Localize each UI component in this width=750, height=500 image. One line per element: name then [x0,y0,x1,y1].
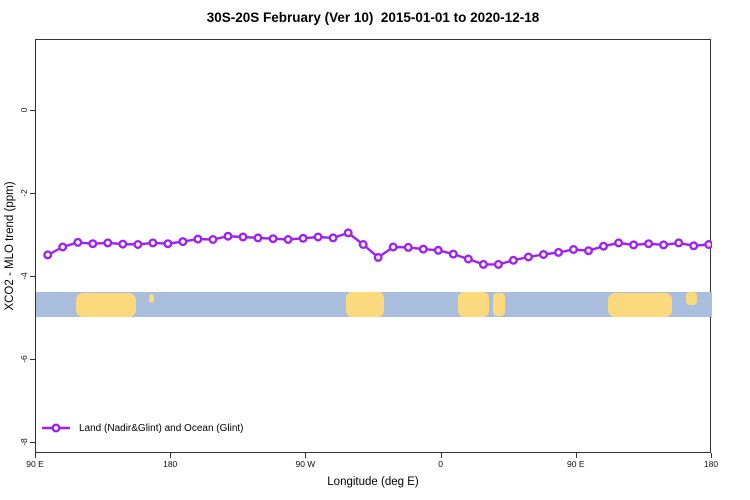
data-point [268,234,278,244]
data-point [73,237,83,247]
legend-line-marker-icon [42,423,70,433]
y-tick-label: -4 [19,272,29,280]
data-point [163,239,173,249]
x-tick-label: 180 [163,459,178,469]
data-point [554,247,564,257]
data-point [493,259,503,269]
chart-canvas [43,228,712,269]
data-point [43,250,53,260]
data-point [644,239,654,249]
x-tick-label: 90 E [26,459,44,469]
x-tick-label: 180 [703,459,719,469]
data-point [689,241,699,251]
data-point [343,228,353,238]
data-point [328,233,338,243]
y-tick-label: -6 [19,355,29,363]
data-point [103,238,113,248]
data-point [283,234,293,244]
data-point [118,239,128,249]
data-point [629,240,639,250]
map-band-land-australia-2 [608,292,673,317]
y-tick-mark [30,358,35,360]
data-point [208,234,218,244]
data-point [508,255,518,265]
x-tick-label: 0 [438,459,443,469]
data-point [448,249,458,259]
data-point [463,254,473,264]
data-point [433,245,443,255]
data-point [418,244,428,254]
data-point [478,259,488,269]
data-point [584,246,594,256]
data-point [58,242,68,252]
data-point [358,239,368,249]
y-tick-label: -8 [19,438,29,446]
data-point [223,231,233,241]
map-band-land-africa [458,291,489,317]
x-tick-mark [305,453,307,458]
data-point [539,249,549,259]
data-point [373,252,383,262]
y-tick-mark [30,109,35,111]
data-point [238,232,248,242]
data-point [704,240,712,249]
legend-label: Land (Nadir&Glint) and Ocean (Glint) [79,422,244,434]
map-band-land-madagascar [493,292,506,316]
data-point [388,242,398,252]
data-point [659,240,669,250]
data-point [403,242,413,252]
data-point [133,239,143,249]
legend: Land (Nadir&Glint) and Ocean (Glint) [41,422,244,434]
x-tick-mark [575,453,577,458]
data-point [178,237,188,247]
map-band-land-island [149,293,154,303]
x-tick-mark [711,453,712,458]
x-tick-mark [440,453,442,458]
data-point [148,238,158,248]
data-point [569,244,579,254]
map-band-ocean [36,291,712,317]
y-tick-mark [30,441,35,443]
map-band-land-island-2 [685,291,697,305]
map-band-land-australia [75,292,136,317]
data-point [674,238,684,248]
x-tick-label: 90 E [567,459,585,469]
data-point [523,252,533,262]
x-axis-label: Longitude (deg E) [327,476,419,488]
plot-area: Land (Nadir&Glint) and Ocean (Glint) [35,39,712,453]
x-tick-mark [170,453,172,458]
y-tick-mark [30,192,35,194]
data-point [88,239,98,249]
y-tick-label: 0 [19,107,29,113]
x-tick-mark [35,453,36,458]
data-point [313,232,323,242]
y-axis-label: XCO2 - MLO trend (ppm) [4,181,16,311]
x-tick-label: 90 W [295,459,316,469]
y-tick-label: -2 [19,189,29,197]
y-tick-mark [30,275,35,277]
data-point [614,238,624,248]
chart-title: 30S-20S February (Ver 10) 2015-01-01 to … [206,10,540,25]
data-point [253,233,263,243]
data-point [599,241,609,251]
data-point [193,234,203,244]
map-band-land-south-america [345,291,384,317]
data-point [298,233,308,243]
